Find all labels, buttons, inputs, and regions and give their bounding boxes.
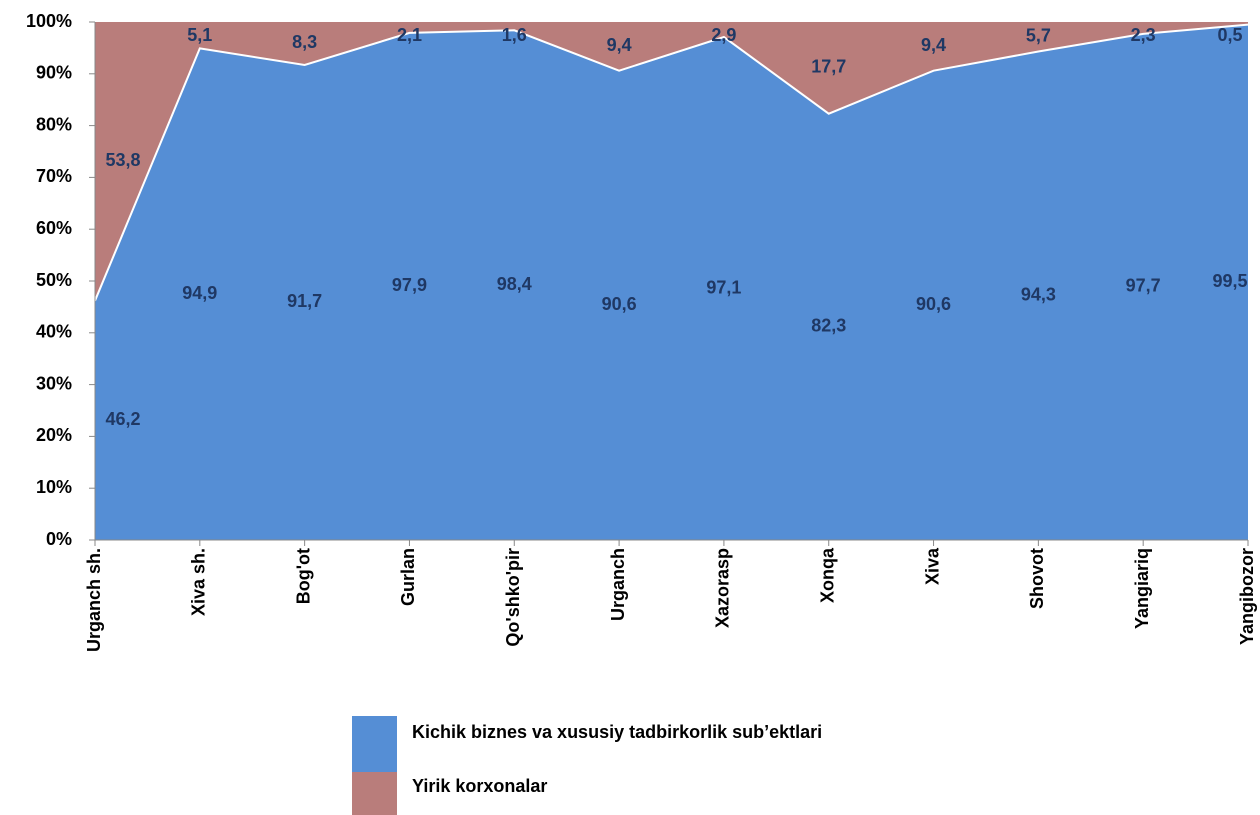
x-tick-label: Xiva sh. [189, 548, 209, 616]
x-tick-label: Shovot [1027, 548, 1047, 609]
data-label: 82,3 [811, 316, 846, 336]
data-label: 2,3 [1131, 25, 1156, 45]
data-label: 5,1 [187, 25, 212, 45]
legend-label: Yirik korxonalar [412, 776, 547, 796]
boundary-line [94, 23, 1249, 302]
data-label: 97,9 [392, 275, 427, 295]
data-label: 1,6 [502, 25, 527, 45]
y-tick-label: 50% [36, 270, 72, 290]
x-tick-label: Yangibozor [1237, 548, 1257, 645]
x-tick-label: Qo'shko'pir [503, 548, 523, 647]
legend-label: Kichik biznes va xususiy tadbirkorlik su… [412, 722, 822, 742]
x-tick-label: Xonqa [817, 547, 837, 603]
y-tick-label: 70% [36, 166, 72, 186]
data-label: 99,5 [1212, 271, 1247, 291]
data-label: 2,9 [711, 25, 736, 45]
x-tick-label: Gurlan [398, 548, 418, 606]
x-tick-label: Urganch sh. [84, 548, 104, 652]
area [95, 24, 1248, 540]
y-tick-label: 20% [36, 425, 72, 445]
y-tick-label: 100% [26, 11, 72, 31]
y-tick-label: 40% [36, 322, 72, 342]
data-label: 94,9 [182, 283, 217, 303]
legend-swatch [352, 772, 397, 815]
data-label: 0,5 [1217, 25, 1242, 45]
data-label: 9,4 [607, 35, 632, 55]
data-label: 46,2 [105, 409, 140, 429]
data-label: 97,1 [706, 277, 741, 297]
data-label: 97,7 [1126, 276, 1161, 296]
data-label: 98,4 [497, 274, 532, 294]
data-label: 17,7 [811, 57, 846, 77]
data-label: 94,3 [1021, 285, 1056, 305]
data-label: 2,1 [397, 25, 422, 45]
data-label: 5,7 [1026, 26, 1051, 46]
data-label: 8,3 [292, 32, 317, 52]
data-label: 91,7 [287, 291, 322, 311]
legend-swatch [352, 716, 397, 772]
y-tick-label: 80% [36, 114, 72, 134]
y-tick-label: 10% [36, 477, 72, 497]
y-tick-label: 30% [36, 373, 72, 393]
x-tick-label: Xiva [922, 547, 942, 585]
x-tick-label: Yangiariq [1132, 548, 1152, 629]
y-tick-label: 0% [46, 529, 72, 549]
data-label: 9,4 [921, 35, 946, 55]
x-tick-label: Xazorasp [713, 548, 733, 628]
y-tick-label: 90% [36, 63, 72, 83]
data-label: 90,6 [602, 294, 637, 314]
data-label: 53,8 [105, 150, 140, 170]
y-tick-label: 60% [36, 218, 72, 238]
data-label: 90,6 [916, 294, 951, 314]
x-tick-label: Urganch [608, 548, 628, 621]
x-tick-label: Bog'ot [293, 548, 313, 604]
